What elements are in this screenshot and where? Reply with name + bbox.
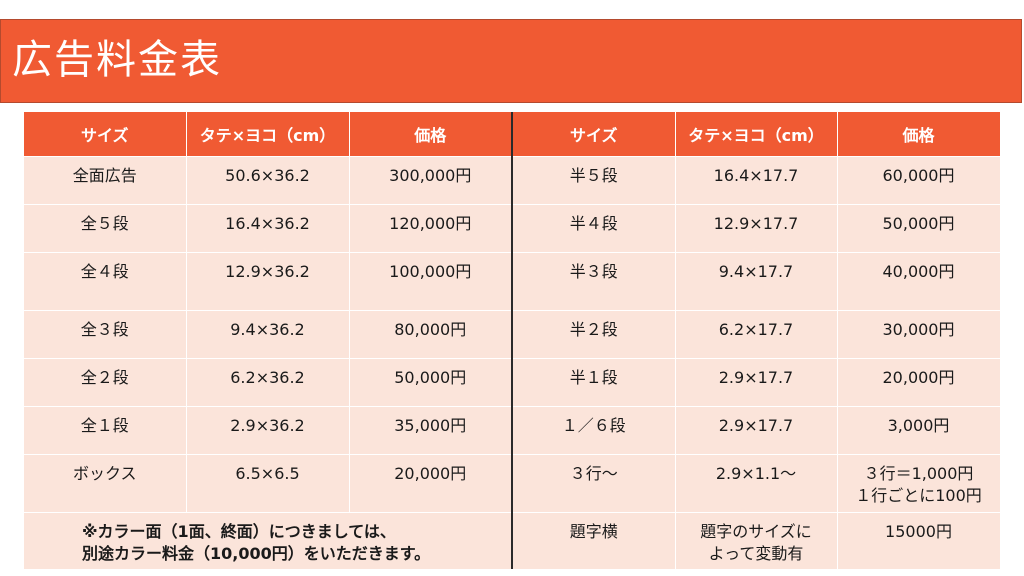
dims-line: よって変動有	[708, 544, 804, 563]
cell-price-right: 20,000円	[837, 358, 1001, 407]
header-price-right: 価格	[837, 112, 1001, 157]
cell-size-left: 全３段	[24, 310, 187, 359]
header-price-left: 価格	[349, 112, 513, 157]
page-title: 広告料金表	[12, 37, 222, 83]
header-size-left: サイズ	[24, 112, 187, 157]
cell-size-right: 半５段	[512, 156, 676, 205]
cell-size-right: 題字横	[512, 512, 676, 569]
table-row: 全２段 6.2×36.2 50,000円 半１段 2.9×17.7 20,000…	[24, 358, 1001, 407]
color-note: ※カラー面（1面、終面）につきましては、 別途カラー料金（10,000円）をいた…	[24, 512, 513, 569]
note-line: ※カラー面（1面、終面）につきましては、	[82, 522, 396, 541]
cell-dims-right: 2.9×17.7	[675, 406, 838, 455]
cell-dims-right: 12.9×17.7	[675, 204, 838, 253]
cell-dims-right: 9.4×17.7	[675, 252, 838, 311]
table-row: 全面広告 50.6×36.2 300,000円 半５段 16.4×17.7 60…	[24, 156, 1001, 205]
title-bar	[0, 19, 1022, 103]
cell-dims-right: 6.2×17.7	[675, 310, 838, 359]
table-row: ※カラー面（1面、終面）につきましては、 別途カラー料金（10,000円）をいた…	[24, 512, 1001, 569]
table-row: 全１段 2.9×36.2 35,000円 １／６段 2.9×17.7 3,000…	[24, 406, 1001, 455]
cell-price-right: 50,000円	[837, 204, 1001, 253]
table-row: 全３段 9.4×36.2 80,000円 半２段 6.2×17.7 30,000…	[24, 310, 1001, 359]
cell-size-left: 全４段	[24, 252, 187, 311]
cell-price-left: 120,000円	[349, 204, 513, 253]
cell-price-right: 40,000円	[837, 252, 1001, 311]
cell-size-right: 半４段	[512, 204, 676, 253]
cell-size-right: ３行～	[512, 454, 676, 513]
cell-size-left: 全面広告	[24, 156, 187, 205]
cell-price-right: ３行＝1,000円 １行ごとに100円	[837, 454, 1001, 513]
cell-price-right: 15000円	[837, 512, 1001, 569]
header-size-right: サイズ	[512, 112, 676, 157]
cell-price-right: 60,000円	[837, 156, 1001, 205]
table-row: 全５段 16.4×36.2 120,000円 半４段 12.9×17.7 50,…	[24, 204, 1001, 253]
cell-dims-left: 6.5×6.5	[186, 454, 350, 513]
header-dims-right: タテ×ヨコ（cm）	[675, 112, 838, 157]
cell-size-right: 半２段	[512, 310, 676, 359]
cell-dims-left: 6.2×36.2	[186, 358, 350, 407]
note-line: 別途カラー料金（10,000円）をいただきます。	[82, 544, 431, 563]
price-table: サイズ タテ×ヨコ（cm） 価格 サイズ タテ×ヨコ（cm） 価格 全面広告 5…	[24, 112, 1001, 569]
cell-size-left: 全５段	[24, 204, 187, 253]
cell-dims-right: 2.9×17.7	[675, 358, 838, 407]
cell-price-left: 80,000円	[349, 310, 513, 359]
table-row: 全４段 12.9×36.2 100,000円 半３段 9.4×17.7 40,0…	[24, 252, 1001, 311]
table-row: ボックス 6.5×6.5 20,000円 ３行～ 2.9×1.1～ ３行＝1,0…	[24, 454, 1001, 513]
cell-dims-left: 9.4×36.2	[186, 310, 350, 359]
cell-size-right: 半３段	[512, 252, 676, 311]
price-line: ３行＝1,000円	[863, 464, 974, 483]
cell-dims-left: 2.9×36.2	[186, 406, 350, 455]
cell-price-left: 300,000円	[349, 156, 513, 205]
cell-size-left: 全１段	[24, 406, 187, 455]
cell-dims-left: 50.6×36.2	[186, 156, 350, 205]
price-line: １行ごとに100円	[855, 486, 982, 505]
cell-size-right: １／６段	[512, 406, 676, 455]
cell-dims-right: 2.9×1.1～	[675, 454, 838, 513]
cell-dims-right: 題字のサイズに よって変動有	[675, 512, 838, 569]
cell-dims-right: 16.4×17.7	[675, 156, 838, 205]
cell-size-left: 全２段	[24, 358, 187, 407]
table-header-row: サイズ タテ×ヨコ（cm） 価格 サイズ タテ×ヨコ（cm） 価格	[24, 112, 1001, 157]
cell-price-left: 100,000円	[349, 252, 513, 311]
cell-size-left: ボックス	[24, 454, 187, 513]
cell-size-right: 半１段	[512, 358, 676, 407]
cell-price-right: 30,000円	[837, 310, 1001, 359]
cell-price-left: 35,000円	[349, 406, 513, 455]
header-dims-left: タテ×ヨコ（cm）	[186, 112, 350, 157]
cell-price-left: 50,000円	[349, 358, 513, 407]
cell-dims-left: 12.9×36.2	[186, 252, 350, 311]
cell-price-right: 3,000円	[837, 406, 1001, 455]
cell-dims-left: 16.4×36.2	[186, 204, 350, 253]
cell-price-left: 20,000円	[349, 454, 513, 513]
dims-line: 題字のサイズに	[700, 522, 812, 541]
